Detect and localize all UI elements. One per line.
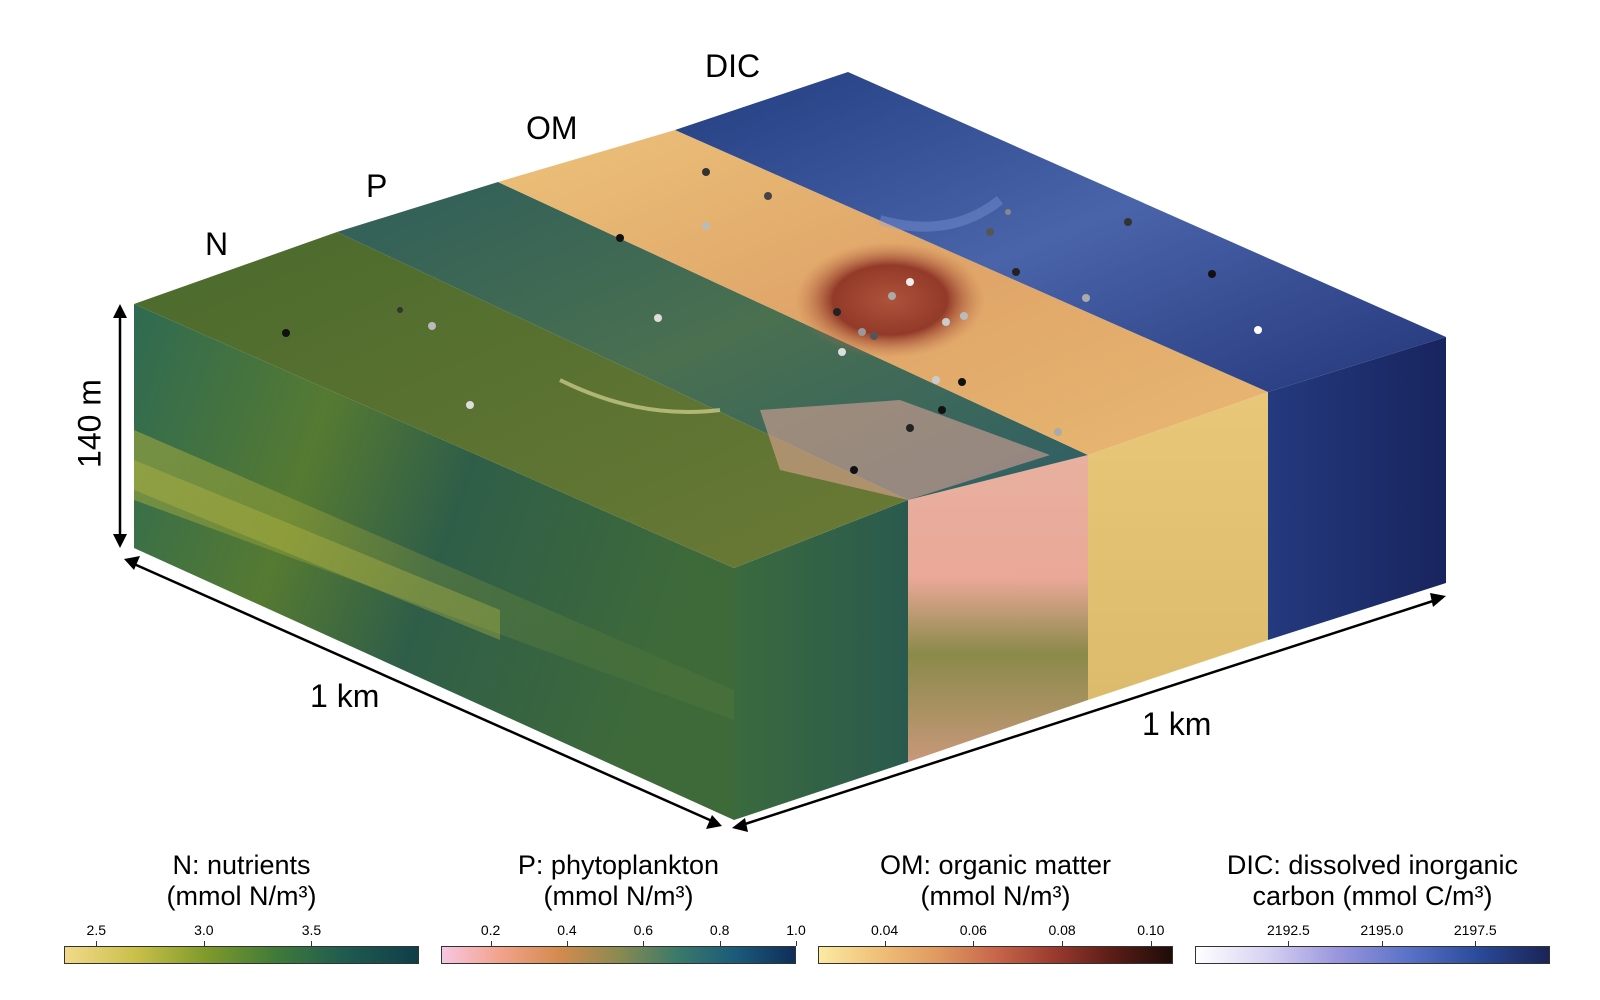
colorbar-title-line1: P: phytoplankton <box>517 850 720 880</box>
colorbar-N <box>64 946 419 964</box>
label-P: P <box>366 168 388 204</box>
top-face <box>134 72 1446 568</box>
width-label-right: 1 km <box>1142 706 1212 742</box>
colorbar-tick-mark <box>96 941 98 946</box>
colorbar-P <box>441 946 796 964</box>
colorbar-tick-label: 0.4 <box>557 922 577 938</box>
colorbar-tick-mark <box>1150 941 1152 946</box>
colorbar-tick-mark <box>566 941 568 946</box>
colorbar-tick-label: 0.10 <box>1137 922 1165 938</box>
colorbar-tick-mark <box>311 941 313 946</box>
right-width-arrow <box>732 593 1446 832</box>
colorbar-tick-mark <box>884 941 886 946</box>
colorbar-tick-label: 0.6 <box>633 922 654 938</box>
depth-arrow <box>113 304 127 548</box>
colorbar-title-OM: OM: organic matter (mmol N/m³) <box>808 850 1183 912</box>
colorbar-title-line2: (mmol N/m³) <box>166 881 317 911</box>
colorbar-tick-label: 0.08 <box>1048 922 1076 938</box>
colorbar-tick-label: 2195.0 <box>1360 922 1404 938</box>
colorbar-tick-mark <box>719 941 721 946</box>
colorbar-tick-label: 2197.5 <box>1453 922 1497 938</box>
left-width-arrow <box>124 556 722 829</box>
width-label-left: 1 km <box>310 678 380 714</box>
colorbar-tick-label: 2192.5 <box>1266 922 1310 938</box>
colorbar-title-line2: carbon (mmol C/m³) <box>1252 881 1493 911</box>
colorbar-tick-label: 3.5 <box>301 922 322 938</box>
colorbar-title-line2: (mmol N/m³) <box>920 881 1071 911</box>
front-face <box>134 304 734 820</box>
particles <box>282 168 1262 474</box>
colorbar-tick-label: 0.04 <box>870 922 899 938</box>
depth-label: 140 m <box>71 379 108 468</box>
colorbar-tick-mark <box>1475 941 1477 946</box>
colorbar-title-P: P: phytoplankton (mmol N/m³) <box>431 850 806 912</box>
colorbar-DIC <box>1195 946 1550 964</box>
colorbar-tick-label: 0.8 <box>709 922 730 938</box>
colorbar-tick-mark <box>1288 941 1290 946</box>
colorbar-title-line2: (mmol N/m³) <box>543 881 694 911</box>
colorbar-title-DIC: DIC: dissolved inorganic carbon (mmol C/m… <box>1185 850 1560 912</box>
colorbar-tick-mark <box>490 941 492 946</box>
colorbar-tick-mark <box>1062 941 1064 946</box>
colorbar-tick-label: 0.2 <box>480 922 501 938</box>
colorbar-tick-label: 3.0 <box>194 922 214 938</box>
colorbar-title-line1: N: nutrients <box>172 850 311 880</box>
colorbar-title-line1: DIC: dissolved inorganic <box>1226 850 1519 880</box>
colorbar-tick-mark <box>203 941 205 946</box>
colorbar-title-N: N: nutrients (mmol N/m³) <box>54 850 429 912</box>
colorbar-tick-label: 1.0 <box>786 922 806 938</box>
colorbar-tick-label: 2.5 <box>86 922 106 938</box>
colorbar-tick-mark <box>796 941 797 946</box>
colorbar-tick-label: 0.06 <box>959 922 987 938</box>
right-face <box>734 337 1446 820</box>
colorbar-title-line1: OM: organic matter <box>879 850 1112 880</box>
label-DIC: DIC <box>705 48 761 84</box>
label-N: N <box>205 226 229 262</box>
colorbar-tick-mark <box>1381 941 1383 946</box>
colorbar-OM <box>818 946 1173 964</box>
eddy-feature <box>795 242 985 358</box>
label-OM: OM <box>526 110 578 146</box>
colorbar-tick-mark <box>973 941 975 946</box>
colorbar-tick-mark <box>643 941 645 946</box>
